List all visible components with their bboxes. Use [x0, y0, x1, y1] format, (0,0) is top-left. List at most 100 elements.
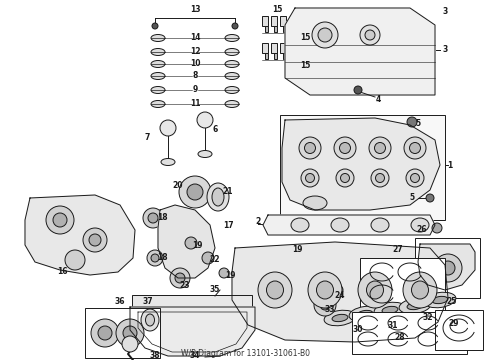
Ellipse shape	[146, 314, 154, 326]
Text: 15: 15	[272, 5, 282, 14]
Bar	[283, 26, 286, 32]
Bar	[355, 26, 358, 32]
Bar	[337, 26, 340, 32]
Circle shape	[89, 234, 101, 246]
Ellipse shape	[410, 143, 420, 153]
Bar	[262, 16, 268, 26]
Circle shape	[432, 223, 442, 233]
Ellipse shape	[225, 49, 239, 55]
Bar	[298, 43, 304, 53]
Polygon shape	[25, 195, 135, 275]
Ellipse shape	[291, 218, 309, 232]
Circle shape	[360, 25, 380, 45]
Bar	[343, 43, 349, 53]
Circle shape	[197, 112, 213, 128]
Ellipse shape	[303, 196, 327, 210]
Text: 31: 31	[388, 321, 398, 330]
Ellipse shape	[432, 296, 448, 303]
Ellipse shape	[407, 302, 423, 310]
Circle shape	[98, 326, 112, 340]
Bar	[352, 16, 358, 26]
Bar	[85, 308, 160, 358]
Text: 33: 33	[325, 306, 335, 315]
Circle shape	[46, 206, 74, 234]
Ellipse shape	[341, 174, 349, 183]
Bar	[274, 26, 277, 32]
Bar	[415, 238, 480, 298]
Text: 23: 23	[180, 280, 190, 289]
Circle shape	[232, 23, 238, 29]
Ellipse shape	[336, 169, 354, 187]
Ellipse shape	[151, 100, 165, 108]
Circle shape	[187, 184, 203, 200]
Ellipse shape	[267, 281, 284, 299]
Bar	[343, 16, 349, 26]
Ellipse shape	[225, 86, 239, 94]
Ellipse shape	[369, 137, 391, 159]
Text: 7: 7	[145, 134, 149, 143]
Circle shape	[333, 285, 343, 295]
Text: 15: 15	[300, 60, 310, 69]
Ellipse shape	[151, 60, 165, 68]
Circle shape	[83, 228, 107, 252]
Circle shape	[122, 336, 138, 352]
Ellipse shape	[225, 100, 239, 108]
Ellipse shape	[308, 272, 342, 308]
Bar	[274, 53, 277, 59]
Bar	[316, 43, 322, 53]
Ellipse shape	[371, 169, 389, 187]
Text: 27: 27	[392, 246, 403, 255]
Circle shape	[354, 86, 362, 94]
Bar	[132, 295, 252, 307]
Text: 16: 16	[57, 267, 67, 276]
Bar	[289, 43, 295, 53]
Text: 24: 24	[335, 291, 345, 300]
Bar	[307, 43, 313, 53]
Text: 4: 4	[375, 95, 381, 104]
Polygon shape	[285, 8, 435, 95]
Circle shape	[91, 319, 119, 347]
Text: 3: 3	[442, 45, 448, 54]
Text: 20: 20	[173, 180, 183, 189]
Text: 5: 5	[416, 120, 420, 129]
Bar	[292, 26, 295, 32]
Ellipse shape	[406, 169, 424, 187]
Bar	[262, 43, 268, 53]
Circle shape	[152, 23, 158, 29]
Bar	[435, 310, 483, 350]
Circle shape	[320, 300, 330, 310]
Bar	[271, 43, 277, 53]
Ellipse shape	[411, 218, 429, 232]
Ellipse shape	[225, 72, 239, 80]
Ellipse shape	[334, 137, 356, 159]
Ellipse shape	[411, 174, 419, 183]
Ellipse shape	[304, 143, 316, 153]
Bar	[271, 16, 277, 26]
Bar	[265, 53, 268, 59]
Circle shape	[147, 250, 163, 266]
Bar	[325, 16, 331, 26]
Text: 30: 30	[353, 325, 363, 334]
Ellipse shape	[374, 302, 406, 318]
Text: 11: 11	[190, 99, 200, 108]
Ellipse shape	[151, 35, 165, 41]
Ellipse shape	[207, 183, 229, 211]
Text: 37: 37	[143, 297, 153, 306]
Text: 21: 21	[223, 188, 233, 197]
Bar	[337, 53, 340, 59]
Bar	[292, 53, 295, 59]
Ellipse shape	[349, 306, 381, 322]
Bar	[289, 16, 295, 26]
Ellipse shape	[382, 306, 398, 314]
Text: 3: 3	[442, 8, 448, 17]
Bar	[319, 53, 322, 59]
Circle shape	[318, 28, 332, 42]
Circle shape	[426, 194, 434, 202]
Text: 17: 17	[222, 220, 233, 230]
Ellipse shape	[141, 309, 159, 331]
Ellipse shape	[305, 174, 315, 183]
Bar	[352, 43, 358, 53]
Text: W/P Diagram for 13101-31061-B0: W/P Diagram for 13101-31061-B0	[180, 350, 310, 359]
Circle shape	[160, 120, 176, 136]
Text: 29: 29	[449, 319, 459, 328]
